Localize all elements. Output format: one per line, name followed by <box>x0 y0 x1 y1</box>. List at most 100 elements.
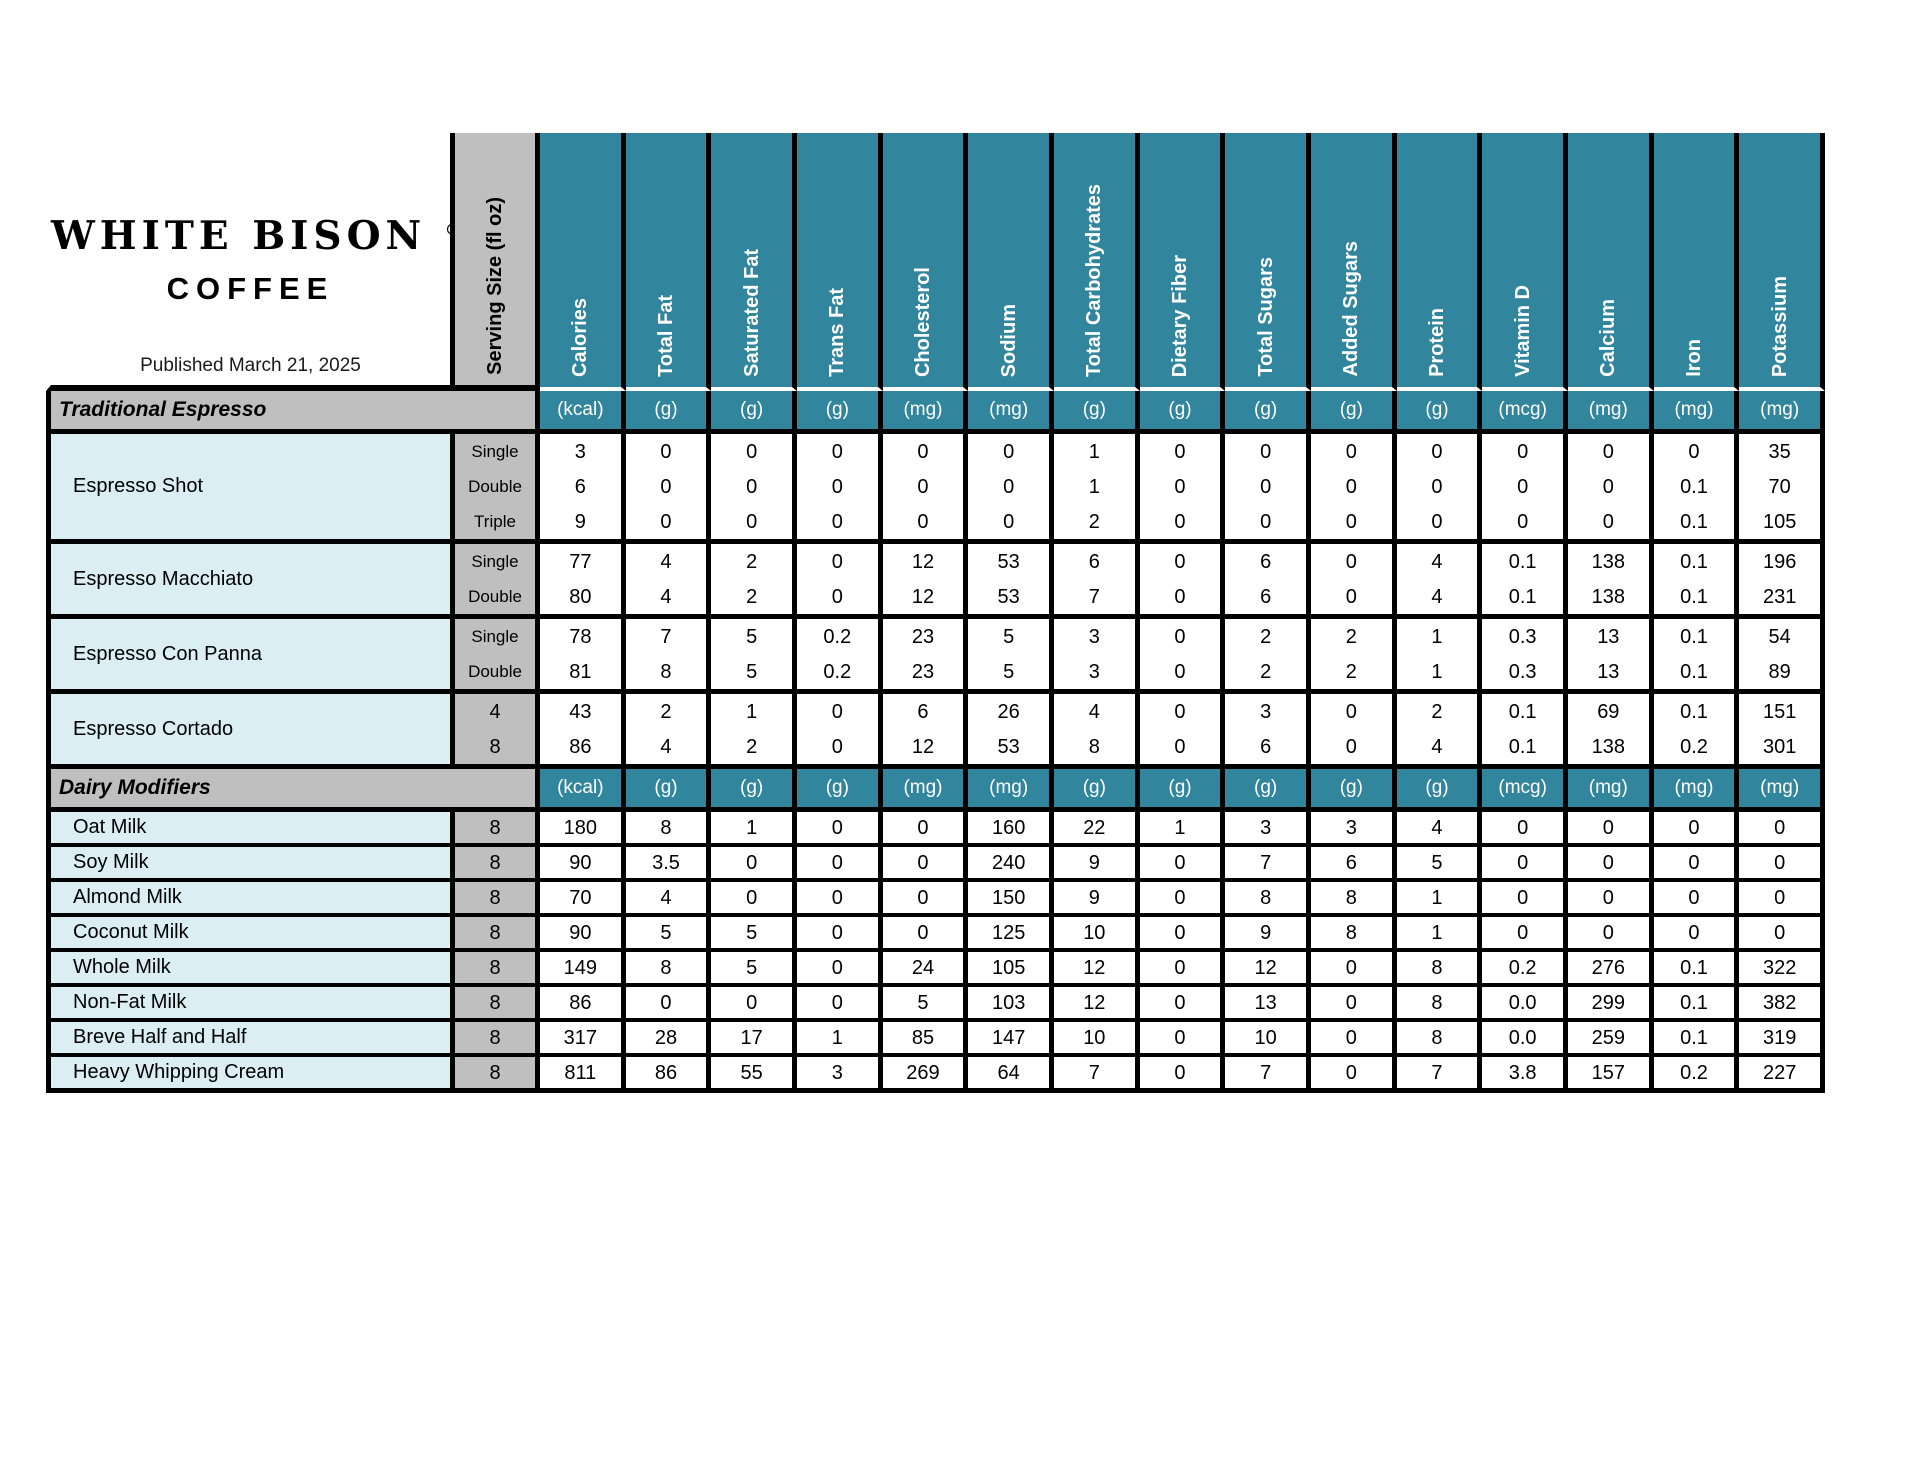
nutrient-value: 86 <box>654 1061 678 1084</box>
nutrient-cell-potassium: 196 231 <box>1739 544 1825 614</box>
nutrient-value: 0.1 <box>1680 660 1708 683</box>
nutrient-cell-trans-fat: 0 0 0 <box>796 434 883 539</box>
nutrient-value: 77 <box>569 550 592 573</box>
nutrient-cell-total-sugars: 9 <box>1225 917 1311 948</box>
nutrient-cell-calcium: 0 <box>1567 847 1654 878</box>
nutrient-value: 0 <box>1174 956 1186 979</box>
nutrient-cell-protein: 5 <box>1396 847 1483 878</box>
column-header-calcium: Calcium <box>1567 133 1654 391</box>
unit-label: (g) <box>1225 391 1311 429</box>
nutrient-cell-iron: 0 0.1 0.1 <box>1653 434 1740 539</box>
nutrient-cell-dietary-fiber: 0 <box>1139 847 1226 878</box>
nutrient-value: 0 <box>1774 921 1786 944</box>
nutrient-value: 0.3 <box>1508 625 1537 648</box>
nutrient-cell-potassium: 151 301 <box>1739 694 1825 764</box>
unit-label: (g) <box>1396 769 1483 807</box>
nutrient-value: 5 <box>746 956 758 979</box>
nutrient-value: 4 <box>1431 735 1443 758</box>
unit-label: (mg) <box>1653 769 1740 807</box>
nutrient-value: 8 <box>1088 735 1100 758</box>
nutrient-cell-iron: 0.1 <box>1653 952 1740 983</box>
nutrient-value: 1 <box>746 700 758 723</box>
nutrient-value: 0 <box>660 991 672 1014</box>
nutrient-value: 0 <box>1174 851 1186 874</box>
nutrient-value: 0 <box>917 851 929 874</box>
nutrient-value: 1 <box>746 816 758 839</box>
nutrient-value: 0 <box>1345 956 1357 979</box>
nutrient-cell-potassium: 322 <box>1739 952 1825 983</box>
nutrient-cell-added-sugars: 0 <box>1310 952 1397 983</box>
nutrient-value: 26 <box>997 700 1020 723</box>
nutrient-value: 0 <box>1774 851 1786 874</box>
nutrient-value: 7 <box>1088 1061 1100 1084</box>
nutrient-cell-total-carbohydrates: 12 <box>1053 952 1140 983</box>
nutrient-value: 69 <box>1597 700 1620 723</box>
nutrient-value: 0.0 <box>1508 991 1537 1014</box>
nutrient-value: 54 <box>1768 625 1791 648</box>
serving-size-header: Serving Size (fl oz) <box>455 133 540 391</box>
nutrient-value: 5 <box>1003 625 1015 648</box>
nutrient-value: 0 <box>1517 816 1529 839</box>
nutrient-cell-iron: 0.1 <box>1653 987 1740 1018</box>
nutrient-value: 8 <box>1431 956 1443 979</box>
nutrient-value: 149 <box>563 956 598 979</box>
nutrient-value: 0 <box>831 921 843 944</box>
nutrient-value: 24 <box>911 956 935 979</box>
nutrient-value: 0 <box>917 816 929 839</box>
nutrient-cell-dietary-fiber: 0 <box>1139 882 1226 913</box>
nutrient-cell-iron: 0.1 0.1 <box>1653 544 1740 614</box>
nutrient-value: 4 <box>660 735 672 758</box>
nutrient-cell-total-fat: 28 <box>625 1022 712 1053</box>
nutrient-value: 0 <box>1174 475 1186 498</box>
nutrient-cell-potassium: 35 70 105 <box>1739 434 1825 539</box>
nutrient-cell-calories: 90 <box>540 847 626 878</box>
unit-label: (mg) <box>882 769 969 807</box>
nutrient-cell-added-sugars: 8 <box>1310 882 1397 913</box>
nutrient-cell-vitamin-d: 0 <box>1482 847 1568 878</box>
nutrient-cell-total-carbohydrates: 10 <box>1053 1022 1140 1053</box>
nutrient-value: 322 <box>1762 956 1797 979</box>
nutrient-value: 0 <box>1345 991 1357 1014</box>
nutrient-value: 0.1 <box>1680 475 1708 498</box>
nutrient-value: 7 <box>1088 585 1100 608</box>
nutrient-value: 0.2 <box>1680 735 1708 758</box>
nutrient-cell-cholesterol: 85 <box>882 1022 969 1053</box>
serving-size-cell: 8 <box>455 882 540 913</box>
unit-label: (mg) <box>1739 769 1825 807</box>
nutrient-value: 8 <box>1260 886 1272 909</box>
nutrient-cell-total-sugars: 13 <box>1225 987 1311 1018</box>
nutrient-value: 0 <box>831 991 843 1014</box>
nutrient-value: 2 <box>1431 700 1443 723</box>
nutrient-value: 0 <box>1345 550 1357 573</box>
item-row-group-espresso-con-panna: Espresso Con Panna Single Double 78 81 7 8 5 5 0.… <box>46 619 1825 694</box>
nutrient-cell-trans-fat: 0 <box>796 882 883 913</box>
serving-size-value: 8 <box>489 1061 501 1084</box>
nutrient-value: 0 <box>831 735 843 758</box>
item-name: Soy Milk <box>46 847 455 878</box>
nutrient-value: 8 <box>660 816 672 839</box>
item-name: Espresso Cortado <box>46 694 455 764</box>
nutrient-value: 2 <box>1260 625 1272 648</box>
nutrient-cell-potassium: 319 <box>1739 1022 1825 1053</box>
serving-size-value: Double <box>468 662 522 681</box>
nutrient-value: 0.1 <box>1508 550 1537 573</box>
nutrient-value: 6 <box>1345 851 1357 874</box>
nutrient-value: 299 <box>1591 991 1625 1014</box>
nutrient-cell-potassium: 54 89 <box>1739 619 1825 689</box>
nutrient-cell-total-carbohydrates: 12 <box>1053 987 1140 1018</box>
unit-label: (g) <box>711 769 797 807</box>
nutrient-cell-dietary-fiber: 0 <box>1139 952 1226 983</box>
nutrient-value: 0 <box>1517 886 1529 909</box>
nutrient-value: 125 <box>991 921 1026 944</box>
nutrient-value: 0 <box>831 700 843 723</box>
serving-size-value: 8 <box>489 816 501 839</box>
nutrient-value: 7 <box>1260 851 1272 874</box>
column-header-label: Total Fat <box>654 295 677 377</box>
